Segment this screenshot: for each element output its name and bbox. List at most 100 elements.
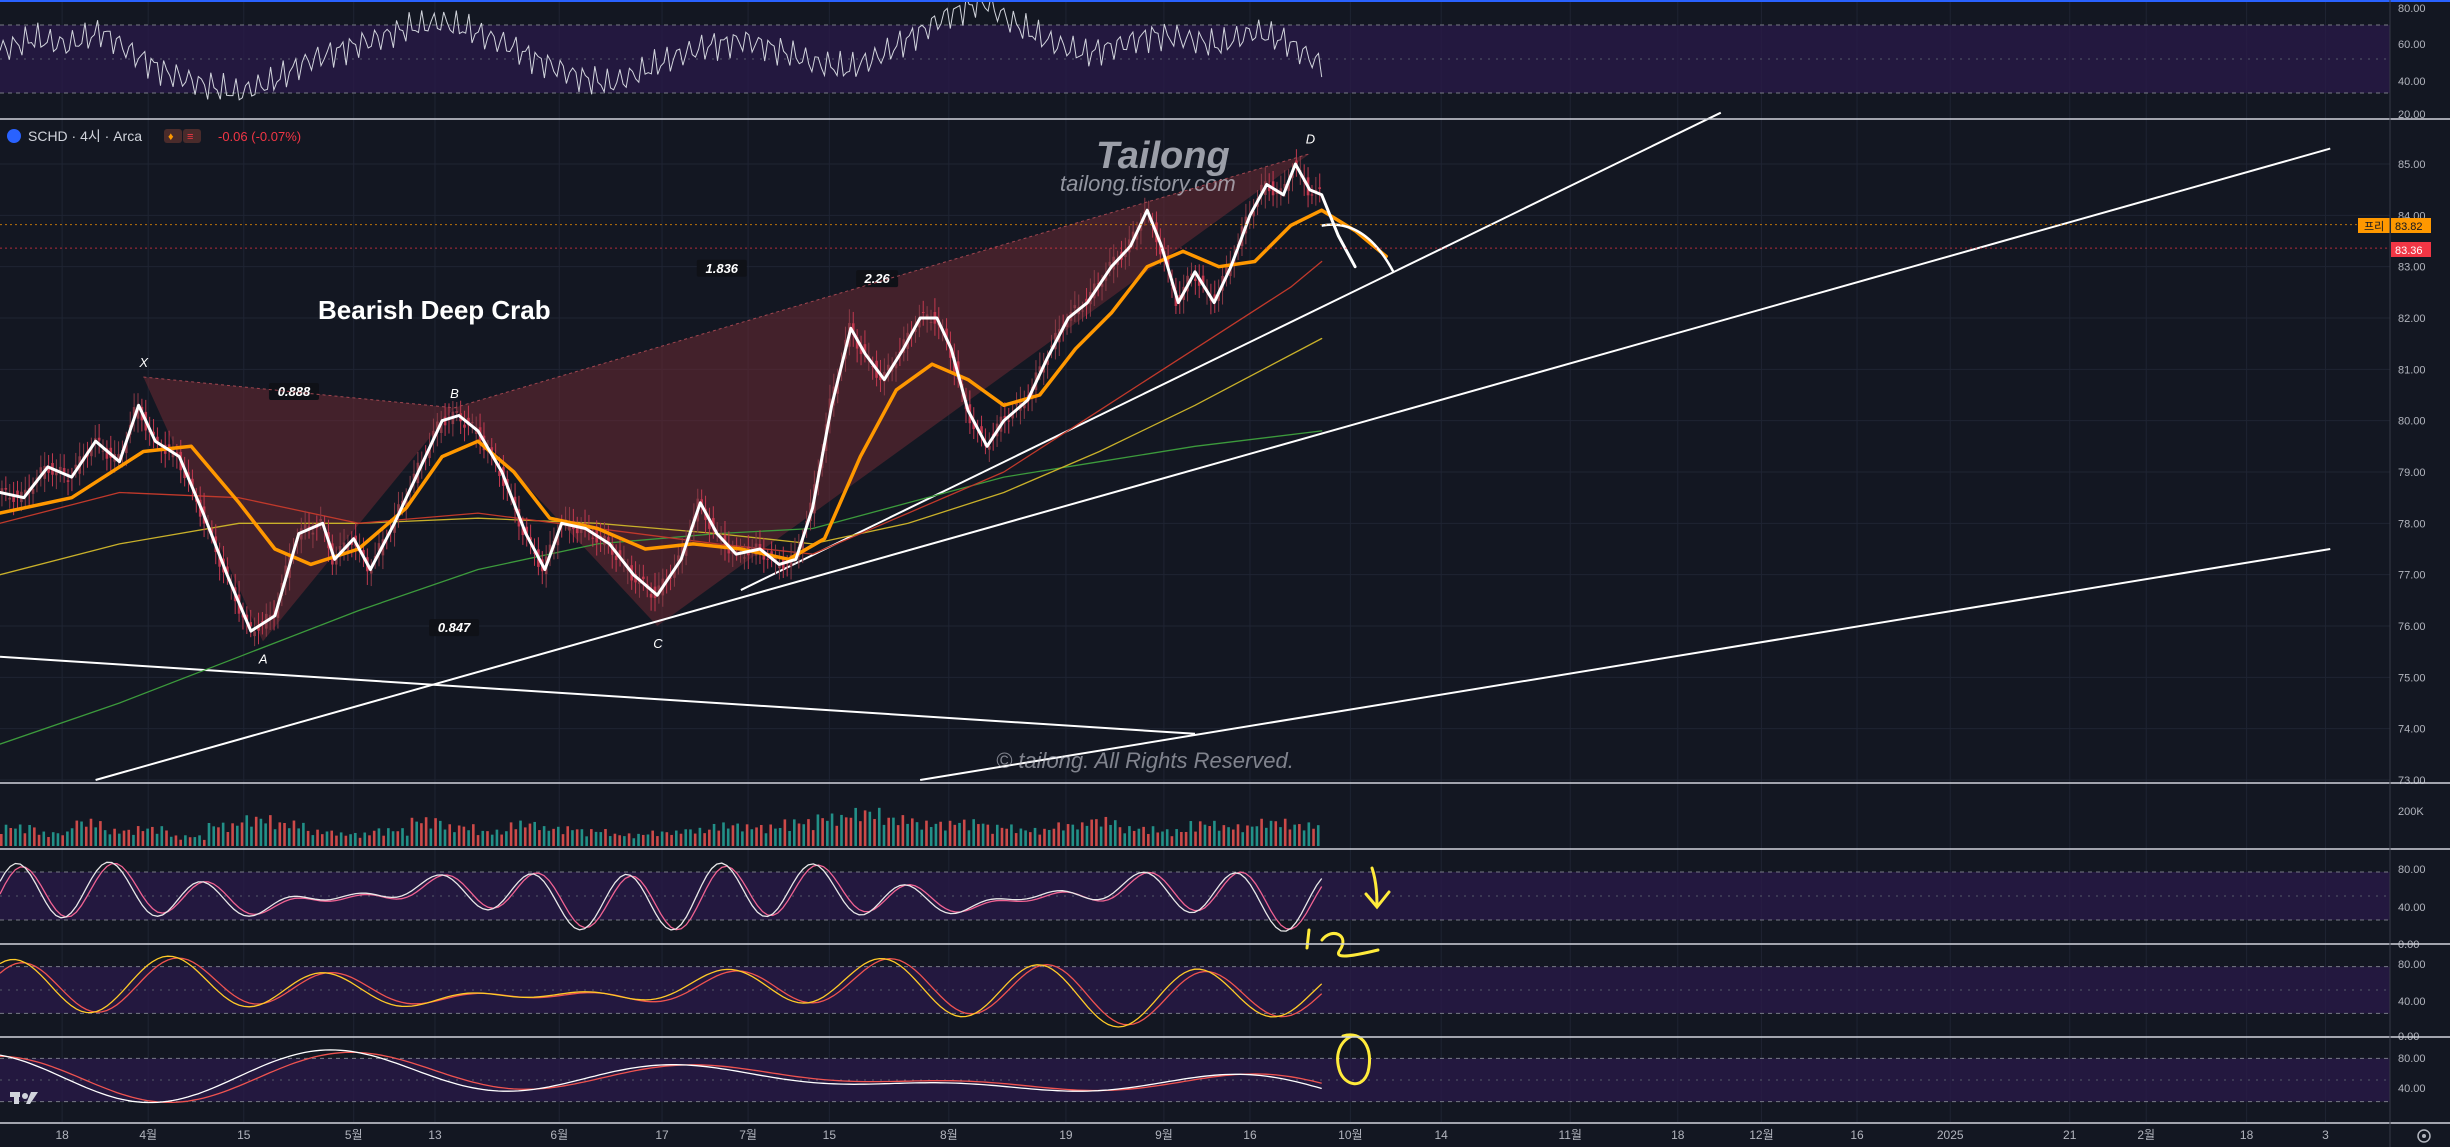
volume-bar: [51, 832, 55, 846]
ratio-label: 0.847: [438, 620, 471, 635]
grid-lines: [0, 0, 2390, 1122]
volume-bar: [953, 824, 957, 846]
time-tick-label: 2025: [1937, 1128, 1964, 1142]
premarket-tag-value: 83.82: [2395, 221, 2423, 233]
volume-bar: [1029, 832, 1032, 846]
volume-bar: [929, 827, 933, 846]
volume-bar: [533, 821, 536, 846]
time-tick-label: 14: [1434, 1128, 1448, 1142]
badge-icon-2: [183, 129, 201, 143]
trend-lines[interactable]: [0, 111, 2331, 781]
pattern-point-label: D: [1306, 132, 1315, 147]
volume-bar: [1104, 816, 1108, 846]
pattern-points: X A B C D: [138, 132, 1315, 667]
volume-panel[interactable]: [0, 807, 1320, 846]
time-tick-label: 8월: [940, 1128, 958, 1142]
candle-body: [929, 321, 933, 323]
ratio-box: [696, 259, 747, 277]
candle-body: [276, 603, 280, 618]
volume-bar: [490, 834, 494, 846]
candle-body: [117, 454, 120, 459]
volume-bar: [486, 831, 489, 846]
volume-bar: [1057, 822, 1060, 846]
volume-bar: [830, 813, 834, 846]
momentum-panel[interactable]: [0, 1049, 2390, 1104]
candle-body: [1166, 255, 1170, 269]
volume-bar: [1316, 825, 1320, 846]
volume-bar: [84, 826, 88, 846]
volume-bar: [174, 835, 178, 846]
candle-body: [859, 347, 863, 355]
candle-body: [31, 489, 35, 494]
volume-bar: [273, 829, 277, 846]
volume-bar: [939, 821, 942, 846]
candle-body: [62, 468, 66, 474]
volume-bar: [202, 839, 206, 846]
volume-bar: [684, 829, 688, 846]
time-axis[interactable]: 18 4월 15 5월 13 6월 17 7월 15 8월 19 9월 16 10월 14 11월 18 12월 1…: [55, 1128, 2329, 1142]
candle-body: [677, 555, 680, 562]
candle-body: [1197, 277, 1201, 286]
time-tick-label: 15: [823, 1128, 837, 1142]
volume-bar: [476, 835, 480, 846]
volume-bar: [868, 811, 872, 846]
volume-bar: [1269, 820, 1273, 846]
volume-bar: [37, 834, 41, 846]
settings-icon[interactable]: [2417, 1129, 2431, 1143]
osc-tick-label: 40.00: [2398, 902, 2426, 914]
volume-bar: [1250, 826, 1254, 846]
volume-bar: [835, 825, 839, 846]
volume-bar: [61, 835, 64, 846]
volume-bar: [599, 832, 603, 846]
trend-line: [919, 548, 2331, 781]
price-axis[interactable]: 85.0084.0083.0082.0081.0080.0079.0078.00…: [2398, 3, 2426, 1095]
candle-body: [167, 444, 171, 450]
volume-bar: [481, 830, 485, 846]
rsi-panel[interactable]: [0, 0, 2390, 101]
volume-bar: [708, 829, 711, 846]
ratio-box: [429, 619, 480, 637]
candle-body: [669, 577, 672, 579]
stochastic-panel[interactable]: [0, 861, 2390, 932]
price-tick-label: 83.00: [2398, 262, 2426, 274]
number-one-annotation: [1305, 928, 1311, 950]
volume-bar: [736, 823, 739, 846]
pattern-xb-line: [143, 376, 455, 409]
volume-bar: [405, 835, 409, 846]
volume-bar: [1137, 828, 1141, 846]
volume-bar: [618, 835, 621, 846]
volume-bar: [1024, 830, 1027, 846]
candle-body: [101, 450, 105, 452]
volume-bar: [1293, 824, 1296, 846]
volume-bar: [948, 820, 952, 846]
candle-body: [253, 631, 256, 637]
osc3-tick-label: 40.00: [2398, 1083, 2426, 1095]
candle-body: [1011, 413, 1014, 419]
volume-bar: [915, 822, 919, 846]
volume-bar: [523, 827, 527, 846]
volume-bar: [292, 820, 296, 846]
candle-body: [156, 436, 159, 442]
volume-bar: [755, 827, 758, 846]
candle-body: [1081, 310, 1084, 312]
pattern-name: Bearish Deep Crab: [318, 295, 551, 325]
time-tick-label: 19: [1059, 1128, 1073, 1142]
volume-bar: [391, 831, 395, 846]
volume-bar: [1033, 827, 1037, 846]
price-tick-label: 80.00: [2398, 416, 2426, 428]
volume-bar: [330, 830, 334, 846]
candle-body: [404, 499, 408, 509]
volume-bar: [155, 833, 159, 846]
symbol-title[interactable]: SCHD · 4시 · Arca: [28, 128, 142, 144]
volume-bar: [585, 836, 588, 846]
volume-bar: [401, 828, 404, 846]
candle-body: [132, 407, 136, 420]
price-tick-label: 81.00: [2398, 364, 2426, 376]
volume-bar: [500, 834, 503, 846]
stochastic-rsi-panel[interactable]: [0, 955, 2390, 1028]
osc2-tick-label: 40.00: [2398, 996, 2426, 1008]
candle-body: [97, 437, 101, 441]
trend-line: [95, 147, 2331, 781]
